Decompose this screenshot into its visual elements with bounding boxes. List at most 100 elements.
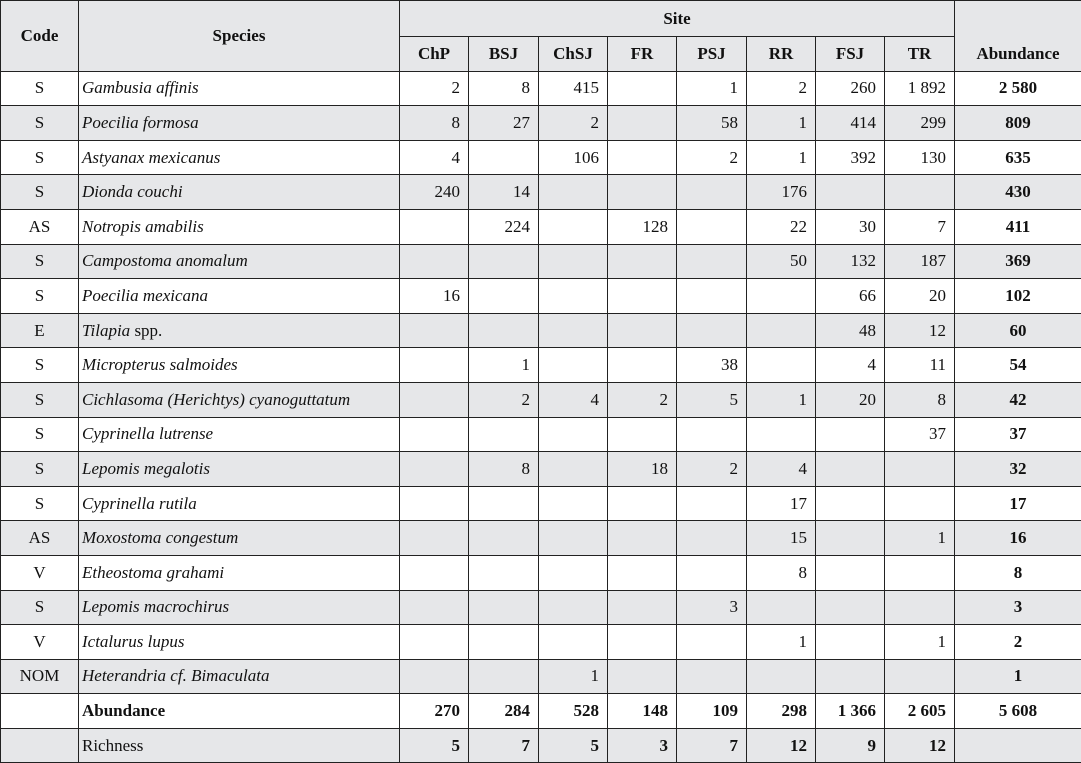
summary-value-cell: 528: [538, 693, 608, 729]
code-cell: S: [0, 105, 79, 141]
site-value-cell: [815, 658, 885, 695]
code-cell: S: [0, 416, 79, 453]
site-value-cell: 38: [676, 347, 747, 383]
site-value-cell: [607, 312, 677, 349]
site-value-cell: [607, 485, 677, 522]
summary-total-cell: 5 608: [954, 693, 1081, 729]
site-col-header: ChP: [399, 36, 469, 72]
summary-value-cell: 5: [399, 727, 469, 763]
site-value-cell: 1: [883, 520, 956, 556]
code-header: Code: [0, 0, 79, 72]
summary-value-cell: 148: [607, 693, 677, 729]
site-value-cell: [399, 416, 469, 453]
site-value-cell: [538, 416, 608, 453]
species-header: Species: [78, 0, 400, 72]
species-cell: Lepomis macrochirus: [78, 589, 400, 626]
site-header: Site: [398, 0, 956, 37]
site-value-cell: 2: [676, 451, 747, 487]
site-value-cell: 3: [676, 589, 747, 626]
table-row: S Astyanax mexicanus 4 106 2 1 392 130 635: [0, 139, 1081, 176]
site-col-header: PSJ: [676, 36, 747, 72]
site-value-cell: [399, 243, 469, 280]
code-cell: S: [0, 243, 79, 280]
species-cell: Notropis amabilis: [78, 208, 400, 245]
site-value-cell: [468, 312, 539, 349]
site-value-cell: [883, 658, 956, 695]
site-value-cell: 4: [746, 451, 816, 487]
site-value-cell: [538, 312, 608, 349]
summary-value-cell: 298: [746, 693, 816, 729]
summary-value-cell: 12: [883, 727, 956, 763]
site-value-cell: 16: [399, 278, 469, 314]
species-name: Poecilia formosa: [82, 112, 199, 132]
site-value-cell: [538, 278, 608, 314]
site-value-cell: 4: [399, 139, 469, 176]
table-row: AS Notropis amabilis 224 128 22 30 7 411: [0, 208, 1081, 245]
site-value-cell: 2: [746, 70, 816, 107]
site-value-cell: [399, 381, 469, 418]
abundance-cell: 102: [954, 278, 1081, 314]
species-name: Etheostoma grahami: [82, 562, 225, 582]
code-cell: S: [0, 139, 79, 176]
site-value-cell: [883, 485, 956, 522]
site-value-cell: 37: [883, 416, 956, 453]
table-row: S Micropterus salmoides 1 38 4 11 54: [0, 347, 1081, 383]
site-value-cell: [676, 554, 747, 591]
site-value-cell: [399, 312, 469, 349]
site-value-cell: 132: [815, 243, 885, 280]
site-value-cell: [607, 520, 677, 556]
abundance-cell: 60: [954, 312, 1081, 349]
code-cell: V: [0, 624, 79, 660]
abundance-cell: 16: [954, 520, 1081, 556]
site-value-cell: [607, 278, 677, 314]
species-cell: Gambusia affinis: [78, 70, 400, 107]
site-value-cell: [607, 139, 677, 176]
code-cell: S: [0, 70, 79, 107]
site-value-cell: [883, 451, 956, 487]
site-value-cell: [468, 278, 539, 314]
species-cell: Astyanax mexicanus: [78, 139, 400, 176]
site-value-cell: 2: [676, 139, 747, 176]
code-cell: S: [0, 347, 79, 383]
site-value-cell: [746, 278, 816, 314]
site-value-cell: 8: [399, 105, 469, 141]
site-value-cell: 66: [815, 278, 885, 314]
site-value-cell: [399, 624, 469, 660]
site-col-header: ChSJ: [538, 36, 608, 72]
site-value-cell: 8: [746, 554, 816, 591]
species-name: Lepomis megalotis: [82, 458, 210, 478]
site-value-cell: [607, 589, 677, 626]
site-value-cell: 17: [746, 485, 816, 522]
site-value-cell: [676, 658, 747, 695]
site-value-cell: 2: [607, 381, 677, 418]
site-value-cell: [815, 174, 885, 210]
species-cell: Cyprinella lutrense: [78, 416, 400, 453]
site-value-cell: [815, 485, 885, 522]
site-value-cell: [746, 347, 816, 383]
site-value-cell: 20: [815, 381, 885, 418]
code-cell: S: [0, 278, 79, 314]
site-value-cell: [815, 416, 885, 453]
site-value-cell: [746, 416, 816, 453]
site-value-cell: [399, 589, 469, 626]
species-cell: Etheostoma grahami: [78, 554, 400, 591]
site-value-cell: [815, 554, 885, 591]
site-value-cell: [607, 243, 677, 280]
table-row: NOM Heterandria cf. Bimaculata 1 1: [0, 658, 1081, 695]
species-cell: Micropterus salmoides: [78, 347, 400, 383]
site-value-cell: [468, 416, 539, 453]
species-cell: Moxostoma congestum: [78, 520, 400, 556]
site-value-cell: 8: [883, 381, 956, 418]
species-cell: Campostoma anomalum: [78, 243, 400, 280]
site-value-cell: [676, 243, 747, 280]
site-value-cell: [676, 520, 747, 556]
summary-value-cell: 270: [399, 693, 469, 729]
site-value-cell: [883, 589, 956, 626]
site-value-cell: [676, 416, 747, 453]
code-cell: S: [0, 381, 79, 418]
species-cell: Cichlasoma (Herichtys) cyanoguttatum: [78, 381, 400, 418]
species-name: Cichlasoma (Herichtys) cyanoguttatum: [82, 389, 351, 409]
site-value-cell: [676, 624, 747, 660]
species-name: Micropterus salmoides: [82, 355, 238, 375]
site-value-cell: [883, 554, 956, 591]
